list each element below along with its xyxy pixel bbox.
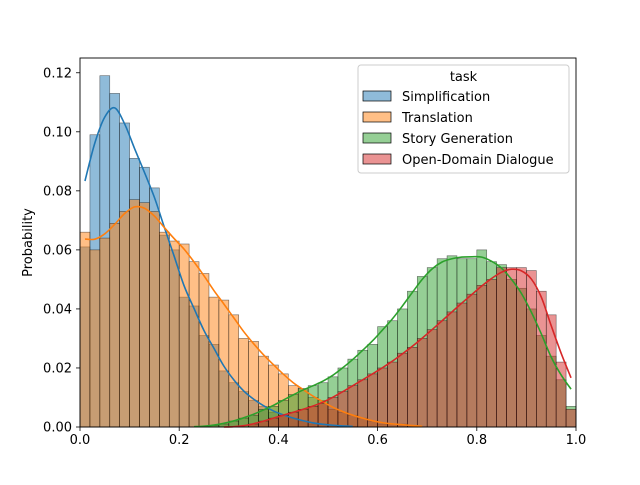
y-tick-label: 0.02 bbox=[43, 361, 72, 376]
legend-label: Simplification bbox=[402, 90, 490, 105]
histogram-bar bbox=[348, 386, 358, 427]
histogram-bar bbox=[507, 268, 517, 427]
histogram-bar bbox=[80, 232, 90, 427]
legend-label: Translation bbox=[401, 111, 473, 126]
histogram-bar bbox=[159, 232, 169, 427]
histogram-bar bbox=[467, 294, 477, 427]
histogram-bar bbox=[397, 353, 407, 427]
histogram-bar bbox=[130, 200, 140, 427]
histogram-bar bbox=[209, 297, 219, 427]
y-tick-label: 0.04 bbox=[43, 302, 72, 317]
x-tick-label: 0.0 bbox=[70, 433, 91, 448]
histogram-bar bbox=[437, 321, 447, 427]
histogram-bar bbox=[110, 223, 120, 427]
x-tick-label: 0.2 bbox=[169, 433, 190, 448]
histogram-bar bbox=[179, 244, 189, 427]
x-tick-label: 1.0 bbox=[566, 433, 587, 448]
histogram-bar bbox=[497, 268, 507, 427]
y-tick-label: 0.00 bbox=[43, 421, 72, 436]
legend-swatch bbox=[363, 154, 391, 164]
histogram-bar bbox=[516, 268, 526, 427]
y-tick-label: 0.08 bbox=[43, 184, 72, 199]
histogram-bar bbox=[90, 250, 100, 427]
legend-swatch bbox=[363, 91, 391, 101]
histogram-bar bbox=[328, 397, 338, 427]
legend-label: Open-Domain Dialogue bbox=[402, 153, 554, 168]
x-tick-label: 0.4 bbox=[268, 433, 289, 448]
legend-swatch bbox=[363, 112, 391, 122]
histogram-bar bbox=[338, 392, 348, 427]
histogram-bar bbox=[298, 409, 308, 427]
x-tick-label: 0.8 bbox=[466, 433, 487, 448]
legend-swatch bbox=[363, 133, 391, 143]
histogram-bar bbox=[407, 347, 417, 427]
histogram-bar bbox=[447, 312, 457, 427]
histogram-bar bbox=[556, 362, 566, 427]
histogram-bar bbox=[477, 285, 487, 427]
histogram-bar bbox=[229, 315, 239, 427]
histogram-bar bbox=[536, 291, 546, 427]
histogram-bar bbox=[378, 368, 388, 427]
histogram-bar bbox=[239, 338, 249, 427]
histogram-bar bbox=[546, 315, 556, 427]
y-tick-label: 0.12 bbox=[43, 66, 72, 81]
histogram-bar bbox=[487, 279, 497, 427]
y-tick-label: 0.10 bbox=[43, 125, 72, 140]
x-tick-label: 0.6 bbox=[367, 433, 388, 448]
histogram-bar bbox=[120, 212, 130, 427]
y-axis-label: Probability bbox=[21, 208, 36, 277]
histogram-bar bbox=[189, 262, 199, 427]
histogram-bar bbox=[100, 238, 110, 427]
histogram-bar bbox=[388, 362, 398, 427]
histogram-bar bbox=[140, 203, 150, 427]
histogram-bar bbox=[368, 374, 378, 427]
legend: task Simplification Translation Story Gener… bbox=[358, 65, 569, 173]
legend-label: Story Generation bbox=[402, 132, 513, 147]
histogram-bar bbox=[199, 273, 209, 427]
histogram-bar bbox=[417, 338, 427, 427]
histogram-bar bbox=[566, 409, 576, 427]
histogram-bar bbox=[219, 300, 229, 427]
histogram-bar bbox=[526, 271, 536, 427]
histogram-bar bbox=[427, 330, 437, 427]
legend-title: task bbox=[450, 70, 478, 85]
histogram-bar bbox=[457, 303, 467, 427]
histogram-bar bbox=[149, 212, 159, 427]
y-tick-label: 0.06 bbox=[43, 243, 72, 258]
